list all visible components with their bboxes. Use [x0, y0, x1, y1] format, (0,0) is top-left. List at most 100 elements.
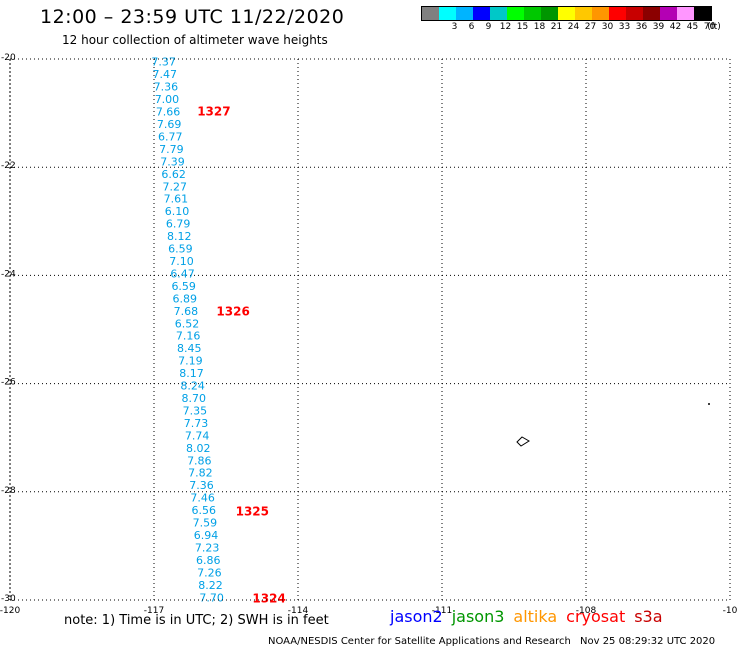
wave-height-value: 7.61 — [164, 193, 189, 206]
page-title: 12:00 – 23:59 UTC 11/22/2020 — [40, 6, 345, 28]
map-frame — [9, 58, 731, 601]
wave-height-value: 7.26 — [197, 566, 222, 579]
lat-tick-label: -26 — [1, 378, 16, 388]
lat-tick-label: -28 — [1, 486, 16, 496]
wave-height-value: 6.10 — [165, 205, 190, 218]
color-scale-labels: 3 6 9 12 15 18 21 24 27 30 33 36 39 42 45 70 (ft) — [421, 21, 721, 33]
wave-height-value: 7.19 — [178, 355, 203, 368]
wave-height-value: 8.45 — [177, 342, 202, 355]
wave-height-value: 6.59 — [171, 280, 196, 293]
wave-height-value: 6.59 — [168, 243, 193, 256]
lat-tick-label: -24 — [1, 269, 16, 279]
scale-label: 33 — [618, 22, 631, 32]
wave-height-value: 8.12 — [167, 230, 192, 243]
wave-height-value: 7.70 — [199, 591, 224, 604]
color-scale-swatches — [421, 6, 712, 21]
wave-height-value: 6.77 — [158, 130, 183, 143]
scale-label: 3 — [451, 22, 458, 32]
wave-height-value: 7.37 — [151, 56, 176, 69]
wave-height-value: 7.59 — [193, 517, 218, 530]
lon-tick-label: -108 — [576, 606, 597, 616]
wave-height-value: 6.62 — [161, 168, 186, 181]
islet-dot — [708, 403, 710, 405]
wave-height-value: 8.17 — [179, 367, 204, 380]
scale-label: 30 — [601, 22, 614, 32]
wave-height-value: 7.82 — [188, 467, 213, 480]
scale-swatch — [660, 6, 677, 21]
wave-height-value: 6.52 — [175, 317, 200, 330]
page-subtitle: 12 hour collection of altimeter wave hei… — [62, 33, 328, 47]
scale-label: 42 — [669, 22, 682, 32]
scale-label: 15 — [516, 22, 529, 32]
wave-height-value: 7.16 — [176, 330, 201, 343]
lon-tick-label: -10 — [723, 606, 738, 616]
scale-swatch — [524, 6, 541, 21]
satellite-legend: jason2 jason3 altika cryosat s3a — [390, 607, 672, 626]
wave-height-value: 7.74 — [185, 429, 210, 442]
lat-tick-label: -30 — [1, 594, 16, 604]
satellite-s3a: s3a — [634, 607, 663, 626]
pass-time-label: 1324 — [252, 591, 285, 605]
satellite-cryosat: cryosat — [566, 607, 626, 626]
color-scale-legend: 3 6 9 12 15 18 21 24 27 30 33 36 39 42 45 70 (ft) — [421, 6, 721, 33]
pass-time-label: 1327 — [197, 104, 230, 118]
wave-height-value: 8.24 — [180, 380, 205, 393]
scale-swatch — [609, 6, 626, 21]
wave-height-value: 7.46 — [190, 492, 215, 505]
lon-tick-label: -114 — [288, 606, 309, 616]
lon-tick-label: -120 — [0, 606, 20, 616]
wave-height-value: 7.73 — [184, 417, 209, 430]
scale-swatch — [473, 6, 490, 21]
scale-swatch — [694, 6, 712, 21]
pass-time-label: 1326 — [216, 305, 249, 319]
lon-tick-label: -117 — [144, 606, 164, 616]
satellite-jason2: jason2 — [390, 607, 443, 626]
scale-swatch — [490, 6, 507, 21]
scale-label: 70 — [703, 22, 716, 32]
scale-label: 12 — [499, 22, 512, 32]
scale-label: 18 — [533, 22, 546, 32]
scale-swatch — [421, 6, 439, 21]
wave-height-value: 6.86 — [196, 554, 221, 567]
island-outline — [516, 436, 530, 447]
scale-swatch — [592, 6, 609, 21]
wave-height-value: 7.39 — [160, 155, 185, 168]
wave-height-value: 6.56 — [192, 504, 217, 517]
wave-height-value: 6.89 — [173, 292, 198, 305]
wave-height-value: 7.86 — [187, 454, 212, 467]
pass-time-label: 1325 — [236, 505, 269, 519]
scale-swatch — [439, 6, 456, 21]
scale-label: 39 — [652, 22, 665, 32]
wave-height-value: 8.22 — [198, 579, 223, 592]
scale-swatch — [507, 6, 524, 21]
wave-height-value: 8.02 — [186, 442, 211, 455]
scale-label: 6 — [468, 22, 475, 32]
scale-label: 45 — [686, 22, 699, 32]
wave-height-value: 7.68 — [174, 305, 199, 318]
wave-height-value: 7.36 — [154, 81, 179, 94]
scale-swatch — [456, 6, 473, 21]
scale-swatch — [575, 6, 592, 21]
scale-swatch — [558, 6, 575, 21]
wave-height-value: 7.69 — [157, 118, 182, 131]
footnote: note: 1) Time is in UTC; 2) SWH is in fe… — [64, 613, 329, 628]
scale-label: 24 — [567, 22, 580, 32]
wave-height-value: 7.23 — [195, 541, 220, 554]
scale-unit: (ft) — [707, 22, 721, 32]
scale-swatch — [677, 6, 694, 21]
lat-tick-label: -22 — [1, 161, 16, 171]
satellite-jason3: jason3 — [451, 607, 505, 626]
generated-timestamp: Nov 25 08:29:32 UTC 2020 — [580, 636, 716, 647]
wave-height-value: 7.00 — [155, 93, 180, 106]
scale-label: 27 — [584, 22, 597, 32]
wave-height-value: 6.47 — [170, 267, 195, 280]
lon-tick-label: -111 — [432, 606, 452, 616]
wave-height-value: 7.79 — [159, 143, 184, 156]
wave-height-value: 8.70 — [181, 392, 206, 405]
wave-height-value: 6.79 — [166, 218, 191, 231]
wave-height-value: 7.47 — [152, 68, 177, 81]
wave-height-value: 6.94 — [194, 529, 219, 542]
wave-height-value: 7.27 — [163, 180, 188, 193]
scale-swatch — [643, 6, 660, 21]
